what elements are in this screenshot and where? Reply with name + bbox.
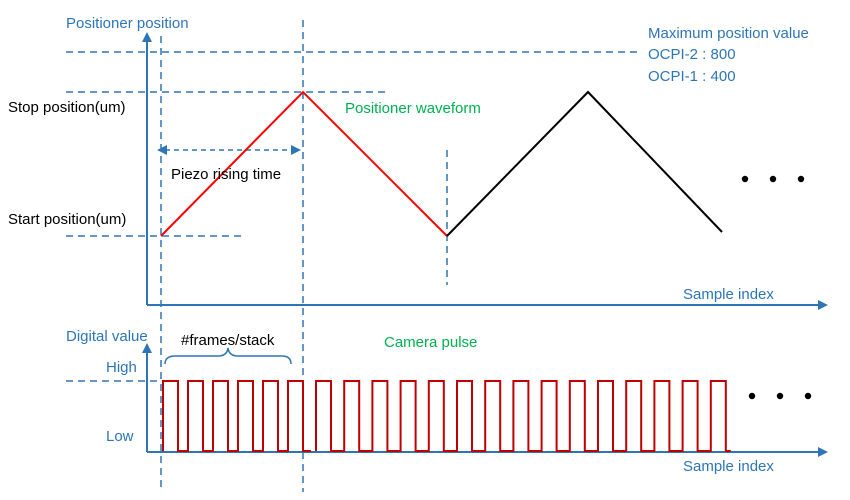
camera-pulse-train-first-stack — [162, 380, 311, 452]
frames-per-stack-brace — [164, 347, 292, 365]
continuation-dot — [769, 175, 777, 183]
max-position-ocpi1: OCPI-1 : 400 — [648, 68, 736, 85]
continuation-dot — [797, 175, 805, 183]
piezo-rising-time-label: Piezo rising time — [171, 166, 281, 183]
positioner-waveform-first-cycle — [160, 90, 448, 237]
continuation-dot — [741, 175, 749, 183]
high-level-label: High — [106, 359, 137, 376]
continuation-dot — [804, 392, 812, 400]
bottom-y-axis-label: Digital value — [66, 328, 148, 345]
start-position-label: Start position(um) — [8, 211, 126, 228]
camera-pulse-train-second-stack — [315, 380, 731, 452]
continuation-dot — [776, 392, 784, 400]
low-level-label: Low — [106, 428, 134, 445]
positioner-waveform-second-cycle — [446, 90, 723, 237]
max-position-title: Maximum position value — [648, 25, 809, 42]
positioner-waveform-label: Positioner waveform — [345, 100, 481, 117]
top-x-axis-label: Sample index — [683, 286, 774, 303]
max-position-ocpi2: OCPI-2 : 800 — [648, 46, 736, 63]
top-y-axis-label: Positioner position — [66, 15, 189, 32]
frames-per-stack-label: #frames/stack — [181, 332, 275, 349]
stop-position-label: Stop position(um) — [8, 99, 126, 116]
bottom-x-axis-label: Sample index — [683, 458, 774, 475]
camera-pulse-label: Camera pulse — [384, 334, 477, 351]
continuation-dot — [748, 392, 756, 400]
